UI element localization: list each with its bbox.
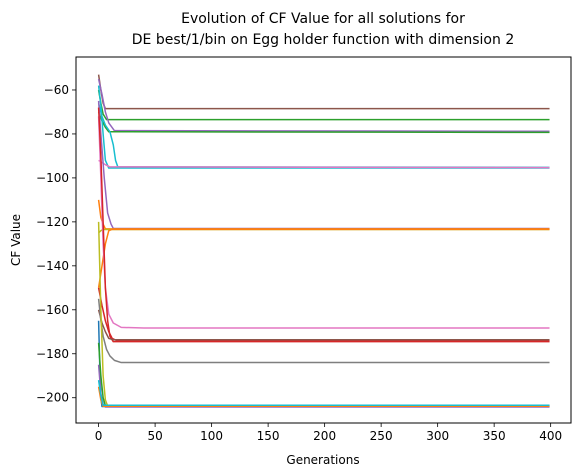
x-tick-label: 350 [483,429,506,443]
y-tick-label: −140 [36,259,69,273]
series-line-14 [97,107,550,343]
x-tick-label: 150 [257,429,280,443]
x-tick-label: 400 [539,429,562,443]
plot-frame [75,56,572,424]
series-line-3 [97,78,550,133]
x-axis-ticks: 0 50 100 150 200 250 300 350 400 [95,423,562,443]
x-tick-label: 50 [147,429,162,443]
series-line-11 [97,228,550,288]
x-tick-label: 200 [313,429,336,443]
series-line-4 [97,111,550,134]
series-line-22 [97,380,550,406]
y-tick-label: −80 [44,127,69,141]
y-axis-label: CF Value [9,214,23,266]
y-tick-label: −160 [36,303,69,317]
chart-title-line-1: Evolution of CF Value for all solutions … [181,11,465,27]
x-tick-label: 0 [95,429,103,443]
y-tick-label: −120 [36,215,69,229]
series-layer [97,74,550,408]
series-line-6 [97,85,550,169]
y-tick-label: −180 [36,347,69,361]
x-tick-label: 100 [200,429,223,443]
series-line-12 [97,116,550,329]
x-axis-label: Generations [286,453,359,467]
y-tick-label: −60 [44,83,69,97]
y-tick-label: −200 [36,391,69,405]
x-tick-label: 300 [426,429,449,443]
chart-title-line-2: DE best/1/bin on Egg holder function wit… [132,32,514,48]
x-tick-label: 250 [370,429,393,443]
y-tick-label: −100 [36,171,69,185]
y-axis-ticks: −60 −80 −100 −120 −140 −160 −180 −200 [36,83,76,405]
